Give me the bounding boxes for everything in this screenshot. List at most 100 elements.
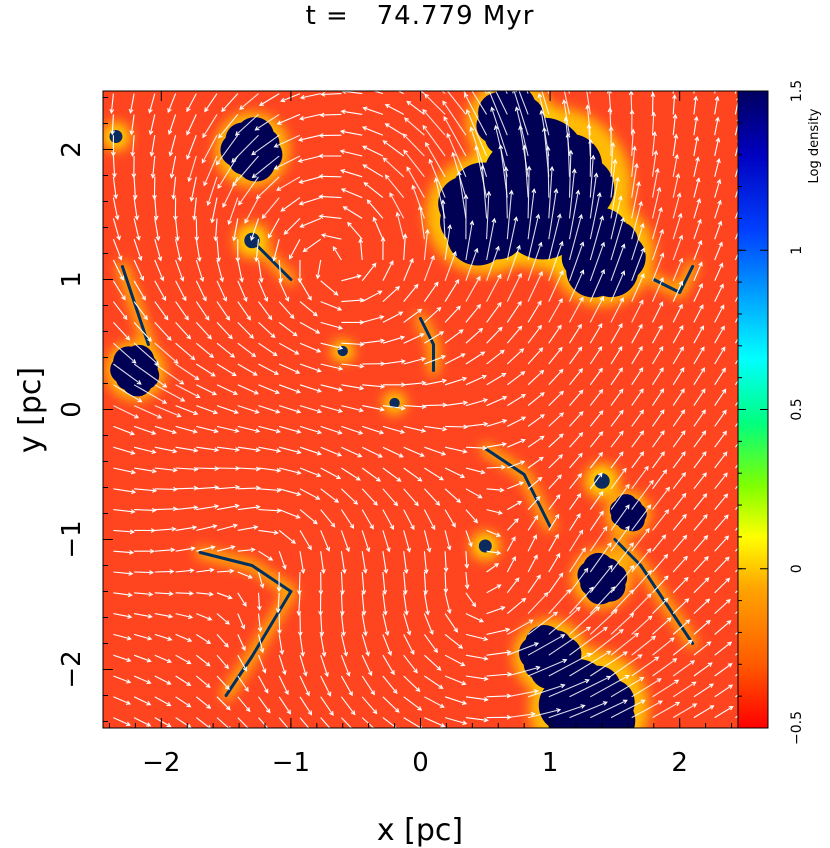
arrow-head [586,653,592,658]
arrow-shaft [382,260,394,282]
arrow-shaft [274,155,301,170]
velocity-arrow [395,211,405,240]
arrow-head [438,684,444,689]
arrow-shaft [113,654,131,662]
arrow-shaft [237,363,258,376]
velocity-arrow [443,115,467,157]
arrow-shaft [385,104,404,115]
velocity-arrow [175,546,196,552]
arrow-shaft [403,382,426,386]
arrow-head [186,659,192,665]
arrow-head [193,466,199,472]
arrow-shaft [548,679,590,698]
arrow-head [715,116,720,122]
arrow-head [280,97,286,103]
velocity-arrow [403,675,421,692]
velocity-arrow [714,493,729,510]
arrow-shaft [589,452,603,469]
arrow-head [363,182,369,187]
velocity-arrow [490,106,508,157]
velocity-arrow [237,280,248,303]
arrow-shaft [113,384,142,403]
arrow-shaft [548,514,560,531]
arrow-head [560,683,566,689]
velocity-arrow [134,548,155,554]
velocity-arrow [384,123,404,136]
velocity-arrow [486,649,512,656]
arrow-head [221,107,226,113]
y-tick-label: 2 [57,141,87,158]
arrow-head [511,555,516,561]
arrow-head [678,280,684,286]
arrow-shaft [714,472,728,490]
arrow-head [151,430,157,435]
arrow-head [476,275,481,281]
arrow-head [225,620,230,625]
arrow-shaft [251,134,280,156]
arrow-head [330,522,336,528]
arrow-shaft [652,487,670,510]
arrow-head [420,356,427,362]
arrow-head [715,137,721,143]
velocity-arrow [424,717,446,728]
arrow-head [242,601,247,607]
arrow-head [315,495,321,500]
arrow-shaft [320,717,331,728]
arrow-head [125,700,132,705]
arrow-head [276,120,282,125]
arrow-head [187,177,192,183]
velocity-arrow [361,675,375,696]
velocity-arrow [631,323,643,344]
arrow-head [126,635,132,641]
velocity-arrow [589,172,599,219]
arrow-head [128,108,134,114]
arrow-shaft [465,633,488,641]
arrow-shaft [216,696,231,711]
arrow-shaft [568,169,576,219]
arrow-shaft [631,163,638,198]
arrow-shaft [672,660,695,677]
arrow-head [117,255,123,261]
arrow-head [396,477,402,482]
arrow-shaft [672,535,687,552]
velocity-arrow [589,490,604,510]
arrow-shaft [486,550,501,554]
arrow-head [554,513,560,519]
arrow-shaft [506,371,525,386]
arrow-shaft [541,91,550,115]
arrow-head [618,409,624,415]
velocity-arrow [299,717,310,728]
arrow-shaft [237,487,260,490]
arrow-shaft [465,551,468,568]
arrow-head [337,452,343,457]
arrow-shaft [341,188,363,199]
arrow-shaft [672,472,686,490]
arrow-shaft [507,642,539,656]
arrow-head [539,109,545,115]
arrow-head [586,626,592,632]
arrow-shaft [237,259,243,282]
arrow-shaft [303,238,322,252]
velocity-arrow [299,405,323,414]
velocity-arrow [548,454,564,469]
arrow-head [576,513,581,519]
arrow-shaft [734,295,738,302]
velocity-arrow [548,653,592,677]
arrow-shaft [444,353,465,365]
arrow-head [701,451,707,457]
velocity-arrow [403,356,427,365]
velocity-arrow [486,301,502,323]
arrow-shaft [341,717,353,728]
velocity-arrow [254,113,280,131]
velocity-arrow [631,635,657,656]
velocity-arrow [361,696,378,715]
velocity-arrow [693,641,712,656]
arrow-shaft [154,592,173,595]
arrow-head [163,315,169,321]
arrow-head [520,460,526,465]
velocity-arrow [278,655,287,676]
arrow-shaft [652,598,669,614]
arrow-shaft [257,571,264,588]
arrow-head [621,467,627,473]
velocity-arrow [320,301,343,311]
